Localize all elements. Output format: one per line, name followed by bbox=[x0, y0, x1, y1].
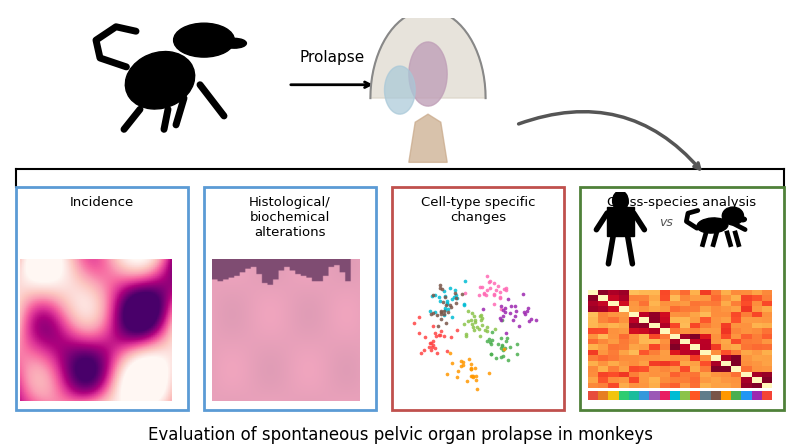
Text: Cross-species analysis: Cross-species analysis bbox=[607, 196, 757, 209]
FancyBboxPatch shape bbox=[580, 187, 784, 410]
FancyBboxPatch shape bbox=[392, 187, 564, 410]
Text: Cell-type specific
changes: Cell-type specific changes bbox=[421, 196, 535, 224]
Circle shape bbox=[174, 23, 234, 57]
Text: Histological/
biochemical
alterations: Histological/ biochemical alterations bbox=[249, 196, 331, 239]
FancyBboxPatch shape bbox=[204, 187, 376, 410]
Ellipse shape bbox=[126, 52, 194, 109]
Text: Incidence: Incidence bbox=[70, 196, 134, 209]
Text: Prolapse: Prolapse bbox=[299, 50, 365, 65]
Ellipse shape bbox=[222, 38, 246, 48]
FancyBboxPatch shape bbox=[16, 187, 188, 410]
Text: vs: vs bbox=[658, 216, 673, 230]
Text: Evaluation of spontaneous pelvic organ prolapse in monkeys: Evaluation of spontaneous pelvic organ p… bbox=[147, 426, 653, 444]
